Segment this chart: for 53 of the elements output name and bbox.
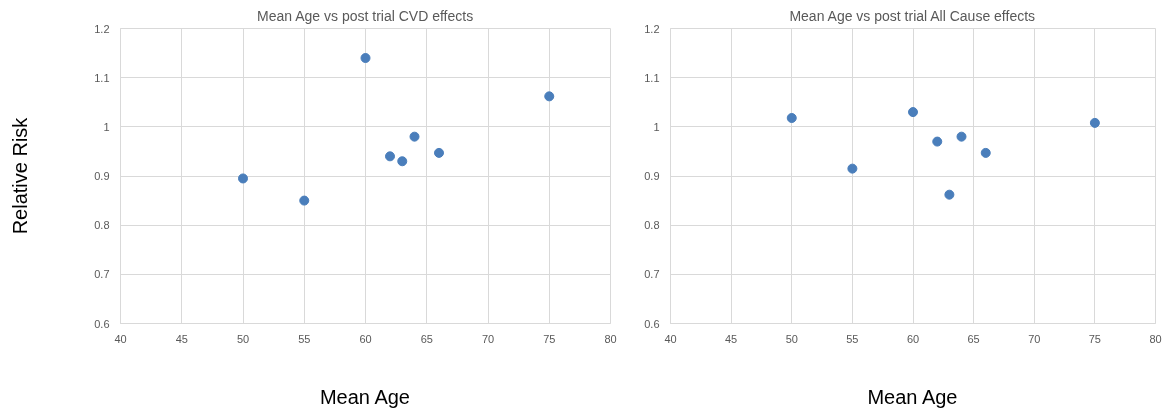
point — [1089, 117, 1100, 128]
x-tick-label: 75 — [543, 332, 556, 345]
y-tick-label: 0.7 — [644, 268, 660, 281]
x-axis-title: Mean Age — [319, 385, 410, 408]
point — [409, 131, 420, 142]
x-tick-label: 65 — [420, 332, 433, 345]
y-tick-label: 0.6 — [644, 317, 660, 330]
x-tick-label: 40 — [114, 332, 127, 345]
x-tick-label: 65 — [967, 332, 980, 345]
x-tick-label: 50 — [236, 332, 250, 345]
point — [385, 151, 395, 162]
y-axis-title: Relative Risk — [9, 116, 32, 235]
chart-title: Mean Age vs post trial CVD effects — [257, 7, 474, 24]
point — [238, 173, 248, 184]
x-tick-label: 80 — [1149, 332, 1162, 345]
y-tick-label: 1.1 — [644, 71, 660, 84]
point — [932, 136, 943, 147]
y-tick-label: 0.7 — [94, 268, 110, 281]
x-tick-label: 70 — [1028, 332, 1041, 345]
x-tick-label: 70 — [481, 332, 495, 345]
x-tick-label: 80 — [604, 332, 617, 345]
point — [980, 147, 991, 158]
point — [397, 156, 408, 167]
point — [944, 189, 955, 200]
x-tick-label: 40 — [664, 332, 677, 345]
x-tick-label: 60 — [906, 332, 920, 345]
y-tick-label: 1.2 — [94, 22, 110, 35]
y-tick-label: 1 — [653, 120, 660, 133]
x-tick-label: 75 — [1088, 332, 1102, 345]
x-tick-label: 50 — [785, 332, 798, 345]
x-axis-title: Mean Age — [867, 385, 958, 408]
x-tick-label: 55 — [298, 332, 311, 345]
point — [956, 131, 967, 142]
y-tick-label: 0.6 — [94, 317, 110, 330]
y-tick-label: 0.9 — [644, 170, 660, 182]
point — [544, 91, 555, 102]
x-tick-label: 60 — [359, 332, 372, 345]
y-tick-label: 1.2 — [644, 22, 660, 35]
y-tick-label: 0.9 — [94, 170, 110, 182]
point — [847, 163, 858, 174]
point — [299, 195, 310, 206]
x-tick-label: 45 — [175, 332, 188, 345]
y-tick-label: 1.1 — [94, 71, 110, 84]
point — [360, 53, 371, 63]
point — [434, 147, 444, 158]
x-tick-label: 45 — [725, 332, 738, 345]
y-tick-label: 0.8 — [644, 219, 660, 232]
y-tick-label: 1 — [103, 120, 110, 133]
point — [908, 107, 918, 118]
x-tick-label: 55 — [846, 332, 859, 345]
point — [786, 112, 797, 123]
y-tick-label: 0.8 — [94, 219, 110, 232]
chart-title: Mean Age vs post trial All Cause effects — [789, 7, 1036, 24]
